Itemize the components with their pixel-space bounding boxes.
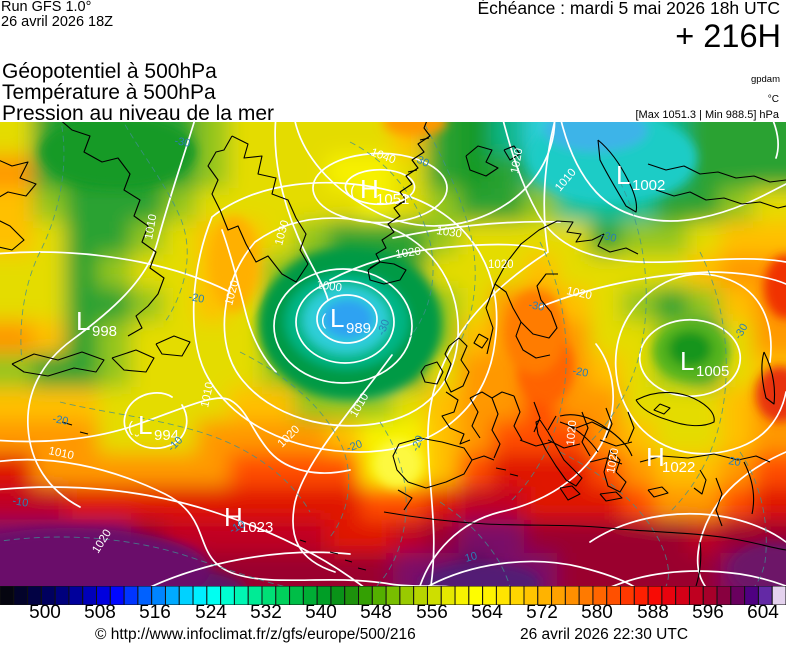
svg-text:H: H bbox=[360, 174, 379, 204]
svg-text:L: L bbox=[138, 410, 152, 440]
svg-text:1020: 1020 bbox=[565, 420, 579, 447]
svg-text:-30: -30 bbox=[376, 318, 393, 337]
svg-text:-20: -20 bbox=[51, 413, 69, 428]
svg-text:994: 994 bbox=[154, 427, 179, 444]
svg-text:L: L bbox=[680, 346, 694, 376]
svg-text:1030: 1030 bbox=[436, 225, 463, 240]
svg-text:-20: -20 bbox=[187, 291, 205, 306]
svg-text:-30: -30 bbox=[599, 229, 617, 245]
svg-text:-20: -20 bbox=[410, 434, 427, 453]
svg-text:1020: 1020 bbox=[509, 147, 525, 174]
svg-text:1010: 1010 bbox=[199, 381, 216, 409]
svg-text:(: ( bbox=[350, 183, 356, 200]
svg-text:H: H bbox=[646, 442, 665, 472]
svg-text:10: 10 bbox=[464, 550, 479, 565]
svg-text:1051: 1051 bbox=[376, 191, 409, 208]
svg-text:L: L bbox=[616, 160, 630, 190]
svg-text:1020: 1020 bbox=[395, 246, 422, 261]
svg-text:(: ( bbox=[128, 419, 133, 436]
svg-text:1020: 1020 bbox=[605, 447, 621, 474]
svg-text:1022: 1022 bbox=[662, 459, 695, 476]
svg-text:˘: ˘ bbox=[134, 432, 139, 447]
svg-text:1010: 1010 bbox=[47, 445, 75, 462]
svg-text:1005: 1005 bbox=[696, 363, 729, 380]
svg-text:1000: 1000 bbox=[316, 279, 343, 294]
svg-text:L: L bbox=[330, 303, 344, 333]
svg-text:(: ( bbox=[321, 312, 327, 329]
svg-text:L: L bbox=[76, 306, 90, 336]
svg-text:1002: 1002 bbox=[632, 177, 665, 194]
svg-text:1020: 1020 bbox=[488, 259, 514, 271]
svg-text:1023: 1023 bbox=[240, 519, 273, 536]
svg-text:989: 989 bbox=[346, 320, 371, 337]
svg-text:-30: -30 bbox=[527, 299, 545, 314]
svg-text:H: H bbox=[224, 502, 243, 532]
svg-text:30: 30 bbox=[415, 154, 431, 170]
svg-text:-20: -20 bbox=[345, 438, 364, 455]
svg-text:-20: -20 bbox=[571, 365, 589, 380]
svg-text:20: 20 bbox=[727, 455, 741, 469]
svg-text:1010: 1010 bbox=[143, 213, 159, 240]
svg-text:1020: 1020 bbox=[565, 285, 593, 302]
svg-text:998: 998 bbox=[92, 323, 117, 340]
svg-text:-10: -10 bbox=[11, 495, 29, 510]
svg-text:-30: -30 bbox=[173, 135, 191, 150]
